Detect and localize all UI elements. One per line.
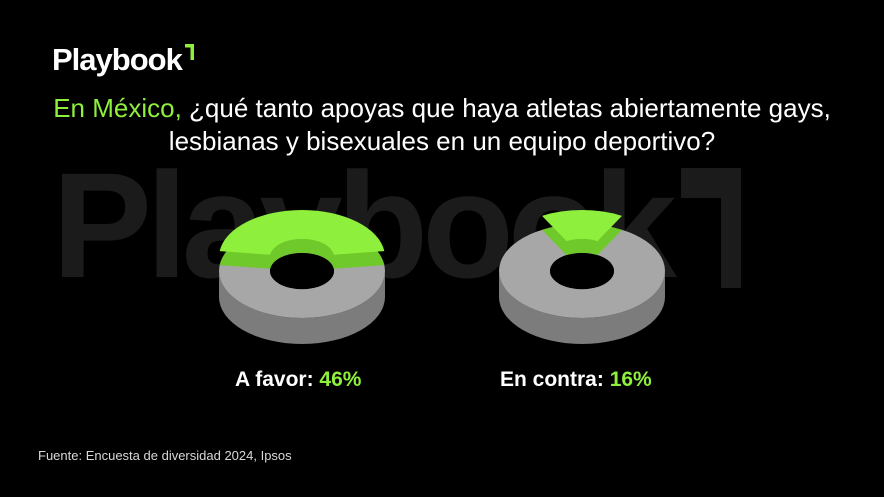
label-en-contra-text: En contra: <box>500 368 604 391</box>
title-highlight: En México, <box>53 93 182 123</box>
en-contra-slice <box>542 210 622 242</box>
label-en-contra: En contra: 16% <box>500 368 652 392</box>
playbook-logo: Playbook <box>52 42 194 78</box>
logo-arrow-icon <box>184 44 194 60</box>
logo-text: Playbook <box>52 42 183 77</box>
en-contra-ring-base <box>499 224 665 318</box>
label-en-contra-value: 16% <box>609 368 652 391</box>
en-contra-side-wall <box>499 271 665 344</box>
title-text: ¿qué tanto apoyas que haya atletas abier… <box>168 93 831 156</box>
en-contra-hole <box>550 252 614 290</box>
source-note: Fuente: Encuesta de diversidad 2024, Ips… <box>38 448 292 463</box>
label-a-favor: A favor: 46% <box>235 368 361 392</box>
a-favor-slice <box>219 210 385 255</box>
a-favor-hole <box>270 252 334 290</box>
donut-chart-a-favor <box>214 205 390 344</box>
donut-chart-en-contra <box>494 205 670 344</box>
label-a-favor-value: 46% <box>319 368 362 391</box>
watermark-arrow-icon <box>680 168 741 288</box>
a-favor-side-wall <box>219 271 385 344</box>
page-title: En México, ¿qué tanto apoyas que haya at… <box>0 92 884 158</box>
label-a-favor-text: A favor: <box>235 368 314 391</box>
